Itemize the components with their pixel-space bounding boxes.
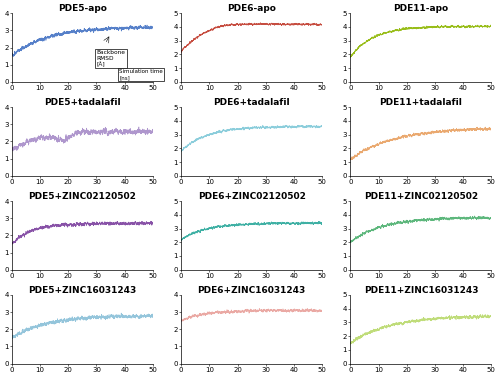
Title: PDE5+tadalafil: PDE5+tadalafil bbox=[44, 98, 120, 107]
Title: PDE5-apo: PDE5-apo bbox=[58, 4, 107, 13]
Title: PDE6+tadalafil: PDE6+tadalafil bbox=[214, 98, 290, 107]
Title: PDE6+ZINC16031243: PDE6+ZINC16031243 bbox=[198, 286, 306, 295]
Title: PDE11+tadalafil: PDE11+tadalafil bbox=[380, 98, 462, 107]
Title: PDE6-apo: PDE6-apo bbox=[227, 4, 276, 13]
Title: PDE5+ZINC16031243: PDE5+ZINC16031243 bbox=[28, 286, 136, 295]
Title: PDE11+ZINC02120502: PDE11+ZINC02120502 bbox=[364, 192, 478, 201]
Title: PDE11-apo: PDE11-apo bbox=[394, 4, 448, 13]
Text: Simulation time
[ns]: Simulation time [ns] bbox=[119, 69, 163, 80]
Title: PDE11+ZINC16031243: PDE11+ZINC16031243 bbox=[364, 286, 478, 295]
Title: PDE5+ZINC02120502: PDE5+ZINC02120502 bbox=[28, 192, 136, 201]
Title: PDE6+ZINC02120502: PDE6+ZINC02120502 bbox=[198, 192, 306, 201]
Text: Backbone
RMSD
[Å]: Backbone RMSD [Å] bbox=[96, 50, 126, 67]
